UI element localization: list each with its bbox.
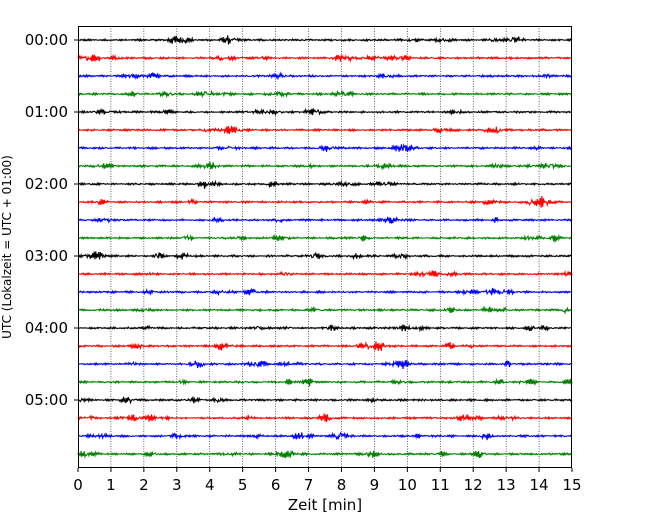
y-tick-label: 05:00 [25,391,68,409]
trace-line [77,107,573,117]
x-tick-label: 15 [562,476,581,494]
trace-line [77,431,573,441]
y-tick-label: 02:00 [25,175,68,193]
x-tick-label: 4 [205,476,215,494]
y-tick-label: 01:00 [25,103,68,121]
trace-line [77,196,573,208]
trace-line [77,89,573,99]
trace-line [77,161,573,171]
x-tick-label: 1 [106,476,116,494]
trace-line [77,305,573,315]
trace-line [77,396,573,405]
x-tick-label: 13 [497,476,516,494]
trace-line [77,71,573,81]
x-axis-ticks: 0 1 2 3 4 5 6 7 8 9 10 11 12 13 14 15 [73,468,582,494]
x-tick-label: 14 [530,476,549,494]
trace-line [77,216,573,224]
trace-line [77,53,573,63]
y-tick-label: 03:00 [25,247,68,265]
x-tick-label: 0 [73,476,83,494]
x-axis-label: Zeit [min] [288,496,362,514]
trace-line [77,251,573,261]
plot-frame [78,26,572,468]
grid-lines [110,26,540,468]
trace-line [77,35,573,45]
x-tick-label: 9 [370,476,380,494]
y-axis-ticks: 00:00 01:00 02:00 03:00 04:00 05:00 [25,31,78,409]
x-tick-label: 8 [337,476,347,494]
trace-line [77,143,573,152]
x-tick-label: 5 [238,476,248,494]
x-tick-label: 7 [304,476,314,494]
trace-line [77,449,573,459]
trace-line [77,270,573,279]
trace-line [77,341,573,352]
trace-series [77,35,573,459]
trace-line [77,233,573,243]
trace-line [77,359,573,370]
trace-line [77,125,573,135]
trace-line [77,377,573,387]
x-tick-label: 11 [431,476,450,494]
y-tick-label: 04:00 [25,319,68,337]
x-tick-label: 6 [271,476,281,494]
x-tick-label: 3 [172,476,182,494]
x-tick-label: 10 [398,476,417,494]
trace-line [77,179,573,189]
trace-line [77,413,573,422]
x-tick-label: 2 [139,476,149,494]
trace-line [77,324,573,333]
y-tick-label: 00:00 [25,31,68,49]
x-tick-label: 12 [464,476,483,494]
trace-line [77,287,573,297]
y-axis-label: UTC (Lokalzeit = UTC + 01:00) [0,155,14,339]
